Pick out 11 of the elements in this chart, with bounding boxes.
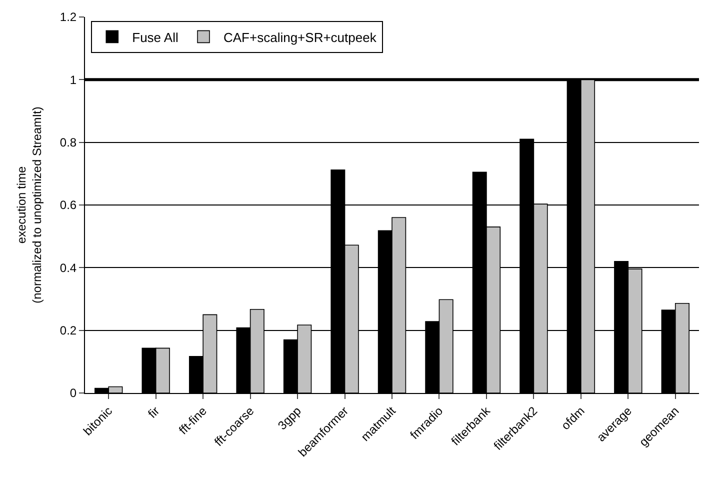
y-axis-title: execution time (normalized to unoptimized StreamIt) [14, 106, 44, 304]
y-tick-label: 1.2 [60, 10, 77, 24]
legend-label: CAF+scaling+SR+cutpeek [223, 30, 377, 45]
y-tick-label: 0.2 [60, 324, 77, 338]
y-tick-label: 0.6 [60, 198, 77, 212]
y-tick-label: 1 [70, 72, 77, 87]
legend-label: Fuse All [132, 30, 178, 45]
y-tick-label: 0.8 [60, 136, 77, 150]
y-tick-label: 0 [70, 386, 77, 400]
y-tick-label: 0.4 [60, 260, 77, 275]
x-tick-label: fir [145, 404, 162, 421]
